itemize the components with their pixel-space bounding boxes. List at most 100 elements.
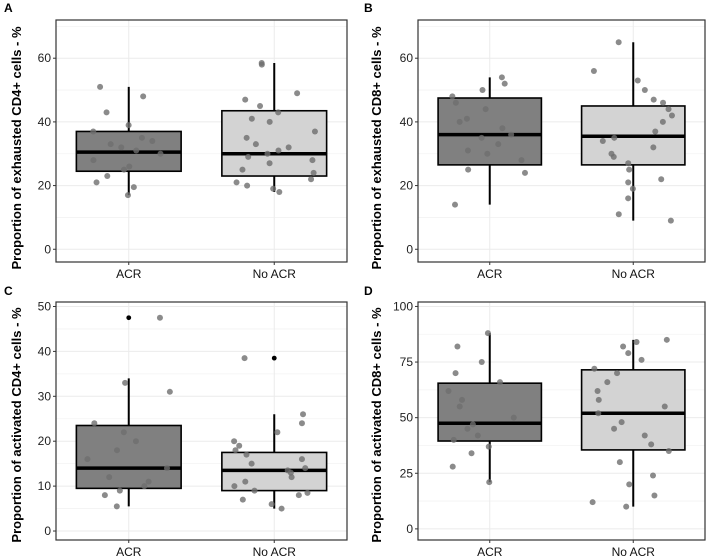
y-tick-label: 40 <box>38 344 52 358</box>
y-axis-label: Proportion of activated CD4+ cells - % <box>9 307 24 543</box>
data-point <box>468 450 475 457</box>
data-point <box>251 487 258 494</box>
data-point <box>122 379 129 386</box>
data-point <box>667 217 674 224</box>
box <box>437 382 543 442</box>
data-point <box>90 128 97 135</box>
data-point <box>658 176 665 183</box>
x-tick-label: ACR <box>116 267 142 281</box>
data-point <box>615 211 622 218</box>
data-point <box>241 355 248 362</box>
data-point <box>604 379 611 386</box>
x-tick-label: ACR <box>116 545 142 558</box>
panel-b: B Proportion of exhausted CD8+ cells - %… <box>364 1 706 281</box>
data-point <box>141 483 148 490</box>
y-axis-label: Proportion of exhausted CD8+ cells - % <box>369 26 384 270</box>
data-point <box>113 447 120 454</box>
data-point <box>302 465 309 472</box>
data-point <box>93 179 100 186</box>
y-tick-label: 20 <box>38 179 52 193</box>
outlier-point <box>271 355 277 361</box>
data-point <box>641 87 648 94</box>
data-point <box>616 459 623 466</box>
data-point <box>120 429 127 436</box>
plot-area: 0 20 40 60 ACR No ACR <box>400 19 706 281</box>
y-tick-label: 50 <box>400 411 414 425</box>
data-point <box>242 478 249 485</box>
data-point <box>456 403 463 410</box>
data-point <box>232 447 239 454</box>
data-point <box>125 122 132 129</box>
data-point <box>138 134 145 141</box>
y-tick-label: 25 <box>400 466 414 480</box>
x-tick-label: No ACR <box>612 545 656 558</box>
data-point <box>464 147 471 154</box>
data-point <box>599 138 606 144</box>
y-tick-label: 10 <box>38 479 52 493</box>
data-point <box>91 420 98 427</box>
y-tick-label: 50 <box>38 299 52 313</box>
data-point <box>311 128 318 135</box>
data-point <box>608 150 615 157</box>
plot-frame <box>55 301 348 541</box>
data-point <box>156 314 163 321</box>
data-point <box>310 169 317 176</box>
data-point <box>521 169 528 176</box>
data-point <box>244 182 251 189</box>
data-point <box>120 166 127 173</box>
data-point <box>482 106 489 113</box>
data-point <box>665 448 672 455</box>
data-point <box>459 396 466 403</box>
data-point <box>309 157 316 164</box>
y-axis-label: Proportion of activated CD8+ cells - % <box>369 307 384 543</box>
data-point <box>651 492 658 499</box>
data-point <box>285 144 292 151</box>
panel-letter: B <box>364 1 373 15</box>
x-tick-label: No ACR <box>253 267 297 281</box>
data-point <box>445 387 452 394</box>
data-point <box>84 456 91 463</box>
data-point <box>245 153 252 160</box>
data-point <box>248 115 255 122</box>
data-point <box>478 134 485 141</box>
plot-area: 0 20 40 60 ACR No ACR <box>38 19 348 281</box>
panel-letter: D <box>364 284 373 298</box>
data-point <box>450 436 457 443</box>
y-tick-label: 75 <box>400 355 414 369</box>
data-point <box>104 173 111 180</box>
data-point <box>499 125 506 132</box>
data-point <box>465 166 472 173</box>
data-point <box>452 99 459 106</box>
data-point <box>239 496 246 503</box>
data-point <box>663 336 670 343</box>
y-tick-label: 20 <box>400 179 414 193</box>
y-tick-label: 0 <box>406 522 413 536</box>
panel-c: C Proportion of activated CD4+ cells - %… <box>4 284 348 558</box>
data-point <box>620 343 627 350</box>
data-point <box>591 365 598 372</box>
data-point <box>295 492 302 499</box>
y-tick-label: 60 <box>400 51 414 65</box>
data-point <box>276 188 283 195</box>
data-point <box>590 67 597 74</box>
x-tick-label: ACR <box>477 267 503 281</box>
data-point <box>242 96 249 103</box>
data-point <box>157 150 164 157</box>
data-point <box>452 370 459 377</box>
data-point <box>124 192 131 199</box>
data-point <box>454 343 461 350</box>
data-point <box>258 59 265 66</box>
y-tick-label: 40 <box>38 115 52 129</box>
data-point <box>166 388 173 395</box>
data-point <box>264 150 271 157</box>
data-point <box>294 90 301 97</box>
data-point <box>298 456 305 463</box>
data-point <box>243 451 250 458</box>
y-tick-label: 40 <box>400 115 414 129</box>
data-point <box>464 425 471 432</box>
panel-d: D Proportion of activated CD8+ cells - %… <box>364 284 706 558</box>
data-point <box>594 387 601 394</box>
data-point <box>239 166 246 173</box>
box <box>580 369 686 451</box>
data-point <box>618 419 625 426</box>
